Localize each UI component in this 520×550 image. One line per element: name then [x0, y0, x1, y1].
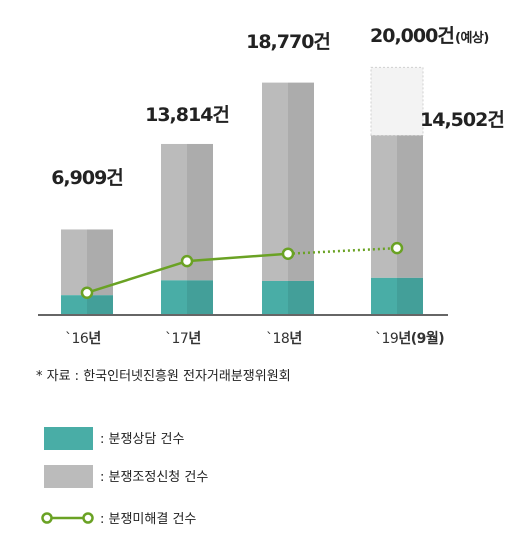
bar-consultation-4-right [397, 277, 423, 315]
bar-consultation-2-right [187, 280, 213, 315]
x-tick-label-3: `18년 [266, 331, 302, 347]
source-note: * 자료 : 한국인터넷진흥원 전자거래분쟁위원회 [36, 369, 291, 384]
bar-mediation-3-left [262, 82, 288, 281]
bar-mediation-4-right [397, 135, 423, 278]
x-tick-suffix: 년 [188, 331, 200, 347]
unresolved-point-1 [80, 286, 94, 299]
legend-dot-right [82, 512, 94, 524]
x-tick-suffix: 년 [289, 331, 301, 347]
total-labels-group: 6,909건 13,814건 18,770건 14,502건 20,000건 (예상) [51, 25, 505, 189]
x-tick-year: `17 [165, 331, 188, 347]
legend-label-1: : 분쟁상담 건수 [100, 432, 184, 447]
x-tick-year: `19 [375, 331, 398, 347]
bars-group [61, 66, 424, 315]
unresolved-line-segment-1 [86, 259, 188, 294]
total-label-2: 13,814건 [145, 104, 229, 126]
bar-mediation-3-right [288, 82, 314, 281]
x-tick-suffix: 년(9월) [398, 330, 444, 347]
unresolved-line-segment-3 [287, 246, 398, 255]
unresolved-line-segment-2 [186, 252, 289, 263]
total-label-4: 14,502건 [420, 109, 504, 131]
x-tick-label-4: `19년(9월) [375, 330, 444, 347]
total-label-1: 6,909건 [51, 167, 123, 189]
bar-consultation-2-left [161, 280, 187, 315]
x-tick-label-1: `16년 [65, 331, 101, 347]
total-label-3: 18,770건 [246, 31, 330, 53]
legend: : 분쟁상담 건수 : 분쟁조정신청 건수 : 분쟁미해결 건수 [41, 427, 208, 527]
bar-consultation-3-left [262, 280, 288, 315]
bar-consultation-4-left [371, 277, 397, 315]
legend-label-3: : 분쟁미해결 건수 [100, 512, 196, 527]
unresolved-point-4 [390, 241, 404, 255]
x-tick-label-2: `17년 [165, 331, 201, 347]
bar-mediation-1-left [61, 229, 87, 296]
unresolved-point-2 [180, 254, 194, 268]
legend-swatch-1 [44, 427, 93, 450]
forecast-bar-segment [370, 66, 424, 136]
legend-label-2: : 분쟁조정신청 건수 [100, 470, 208, 485]
unresolved-point-3 [281, 247, 295, 260]
forecast-note: (예상) [455, 30, 489, 46]
x-tick-year: `18 [266, 331, 289, 347]
legend-swatch-2 [44, 465, 93, 488]
legend-dot-left [41, 512, 53, 524]
bar-mediation-1-right [87, 229, 113, 296]
x-tick-year: `16 [65, 331, 89, 347]
bar-consultation-3-right [288, 280, 314, 315]
x-tick-suffix: 년 [88, 331, 100, 347]
bar-mediation-4-left [371, 135, 397, 278]
line-series-group [80, 241, 404, 299]
x-tick-labels-group: `16년 `17년 `18년 `19년(9월) [65, 330, 445, 347]
bar-consultation-1-right [87, 295, 113, 315]
forecast-label: 20,000건 [370, 25, 454, 47]
bar-consultation-1-left [61, 295, 87, 315]
